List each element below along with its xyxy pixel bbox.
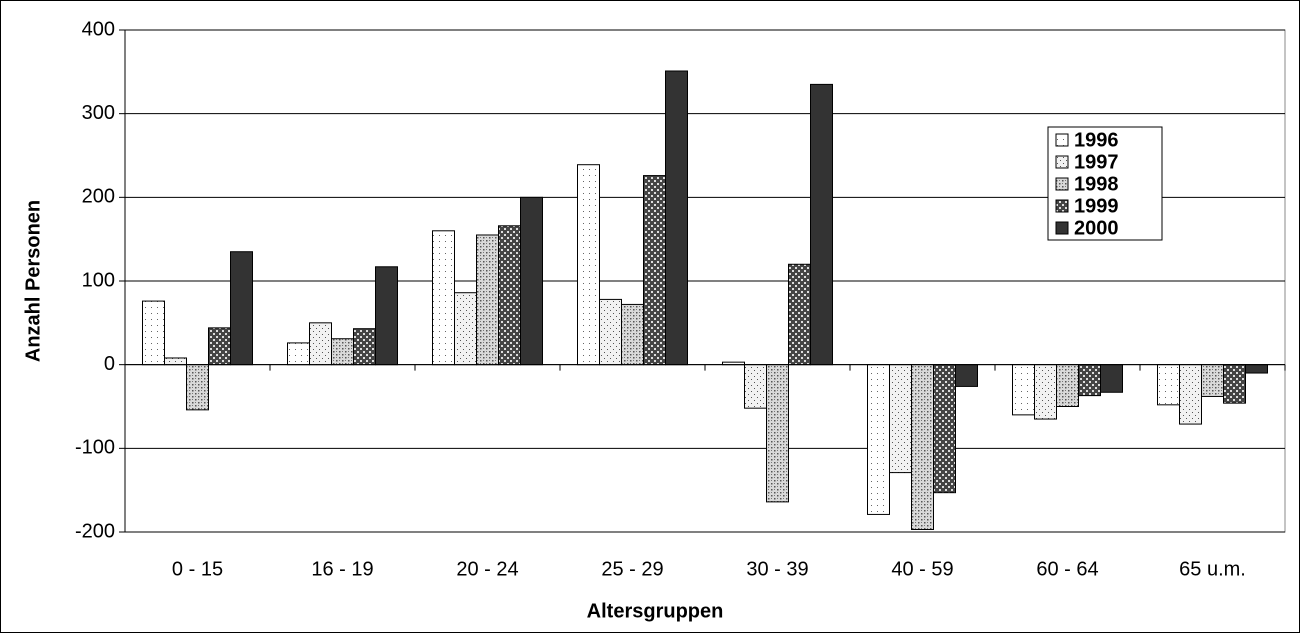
bar [1012,364,1035,416]
bar [933,364,956,494]
x-tick-label: 40 - 59 [891,558,953,580]
bar [643,175,666,366]
bar [309,322,332,366]
bar [230,251,253,366]
legend-swatch [1055,133,1069,147]
y-tick-label: 0 [104,353,115,375]
x-tick-label: 16 - 19 [311,558,373,580]
x-tick-label: 20 - 24 [456,558,518,580]
y-tick-label: 400 [82,18,115,40]
bar [1201,364,1224,397]
legend-label: 1996 [1074,129,1119,151]
legend-label: 2000 [1074,217,1119,239]
bar [1179,364,1202,425]
x-tick-label: 25 - 29 [601,558,663,580]
legend-swatch [1055,221,1069,235]
bar [577,164,600,366]
bar [1078,364,1101,397]
bar [1157,364,1180,406]
legend-swatch [1055,177,1069,191]
bar [867,364,890,515]
bar [911,364,934,530]
bar [1223,364,1246,404]
bar [476,234,499,366]
bar [788,263,811,366]
x-tick-label: 65 u.m. [1179,558,1246,580]
bar [186,364,209,411]
y-tick-label: -200 [75,520,115,542]
bar [208,327,231,366]
legend-swatch [1055,155,1069,169]
bar [889,364,912,474]
bar [353,328,376,366]
bar [621,303,644,366]
bar [164,357,187,366]
x-axis-title: Altersgruppen [587,600,724,622]
bar [1100,364,1123,393]
bar [1056,364,1079,407]
bar [375,266,398,366]
bar [1245,364,1268,374]
x-tick-label: 0 - 15 [172,558,223,580]
legend-label: 1998 [1074,173,1119,195]
bar [142,300,165,366]
bar [744,364,767,409]
bar [331,338,354,366]
legend-label: 1997 [1074,151,1119,173]
bar [454,292,477,366]
bar [599,298,622,366]
bar [766,364,789,503]
y-tick-label: 100 [82,269,115,291]
bar [432,230,455,366]
bar [1034,364,1057,420]
legend-label: 1999 [1074,195,1119,217]
bar [498,225,521,366]
y-tick-label: 300 [82,102,115,124]
bar [955,364,978,387]
x-tick-label: 30 - 39 [746,558,808,580]
bar [520,196,543,366]
legend-swatch [1055,199,1069,213]
y-tick-label: 200 [82,186,115,208]
bar [810,83,833,366]
y-tick-label: -100 [75,437,115,459]
bar [665,70,688,366]
bar [287,342,310,366]
y-axis-title: Anzahl Personen [22,200,44,362]
x-tick-label: 60 - 64 [1036,558,1098,580]
